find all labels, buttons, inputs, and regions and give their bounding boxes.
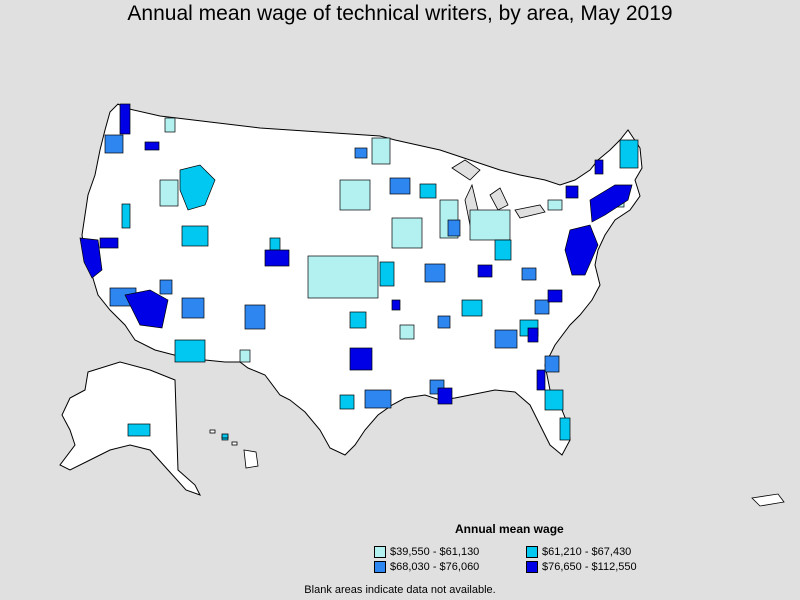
legend-item-mid: $61,210 - $67,430: [526, 546, 631, 558]
hawaii: [209, 429, 259, 469]
legend-item-lowest: $39,550 - $61,130: [374, 546, 479, 558]
legend-item-high: $68,030 - $76,060: [374, 561, 479, 573]
footnote: Blank areas indicate data not available.: [304, 584, 496, 596]
legend-label: $39,550 - $61,130: [390, 546, 480, 558]
map-title: Annual mean wage of technical writers, b…: [127, 2, 673, 25]
areas-light: [159, 117, 625, 363]
puerto-rico: [751, 493, 785, 507]
areas-dark: [79, 103, 633, 405]
areas-cyan: [121, 139, 639, 441]
legend-swatch: [374, 546, 386, 558]
legend-label: $68,030 - $76,060: [390, 561, 480, 573]
legend-swatch: [526, 546, 538, 558]
legend-title: Annual mean wage: [455, 522, 564, 536]
legend-label: $61,210 - $67,430: [542, 546, 632, 558]
legend-label: $76,650 - $112,550: [542, 561, 637, 573]
legend-item-highest: $76,650 - $112,550: [526, 561, 637, 573]
alaska-area-anchorage: [127, 423, 151, 437]
legend-swatch: [526, 561, 538, 573]
legend-swatch: [374, 561, 386, 573]
